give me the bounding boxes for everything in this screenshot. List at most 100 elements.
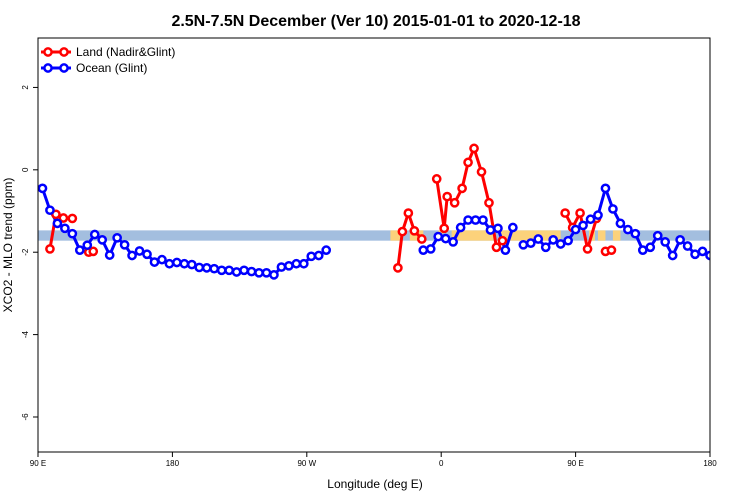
legend-marker bbox=[43, 63, 53, 73]
ocean-data-point bbox=[448, 237, 458, 247]
y-tick-label: -6 bbox=[21, 413, 30, 421]
ocean-data-point bbox=[660, 237, 671, 247]
land-data-point bbox=[476, 167, 487, 177]
ocean-data-point bbox=[201, 263, 212, 273]
ocean-data-point bbox=[38, 183, 48, 194]
ocean-data-point bbox=[298, 258, 309, 269]
ocean-data-point bbox=[60, 223, 70, 234]
ocean-data-point bbox=[74, 245, 85, 255]
ocean-data-point bbox=[433, 231, 444, 242]
ocean-data-point bbox=[112, 232, 122, 243]
ocean-data-point bbox=[306, 251, 317, 262]
ocean-data-point bbox=[142, 249, 152, 260]
ocean-data-point bbox=[623, 224, 633, 235]
ocean-data-point bbox=[675, 235, 685, 245]
ocean-data-point bbox=[418, 245, 429, 255]
x-tick-label: 90 W bbox=[297, 459, 316, 468]
y-tick-label: 2 bbox=[21, 85, 30, 90]
ocean-data-point bbox=[585, 214, 596, 225]
ocean-data-point bbox=[525, 238, 536, 248]
ocean-data-point bbox=[533, 234, 544, 244]
ocean-data-point bbox=[500, 245, 511, 255]
land_ref-band bbox=[612, 230, 621, 241]
plot-frame bbox=[37, 37, 711, 453]
land-data-point bbox=[463, 157, 473, 168]
ocean-data-point bbox=[705, 250, 710, 261]
ocean-data-point bbox=[630, 228, 641, 239]
land-data-point bbox=[497, 235, 508, 246]
land-data-point bbox=[409, 225, 420, 236]
land-data-point bbox=[403, 208, 414, 218]
ocean-data-point bbox=[45, 205, 55, 216]
legend-marker bbox=[59, 47, 69, 57]
ocean-data-point bbox=[645, 242, 656, 253]
chart-title: 2.5N-7.5N December (Ver 10) 2015-01-01 t… bbox=[171, 13, 580, 30]
ocean-data-point bbox=[563, 235, 573, 246]
land-data-point bbox=[575, 208, 585, 218]
land-data-point bbox=[88, 246, 99, 257]
ocean-data-point bbox=[637, 245, 648, 255]
land-data-point bbox=[393, 263, 403, 273]
land_ref-band bbox=[390, 230, 401, 241]
land-data-point bbox=[491, 242, 502, 253]
land_ref-band bbox=[500, 230, 561, 241]
x-tick-label: 180 bbox=[703, 459, 717, 468]
ocean-data-point bbox=[321, 245, 332, 255]
ocean-data-point bbox=[555, 239, 566, 249]
ocean-data-point bbox=[697, 246, 708, 257]
ocean-data-point bbox=[540, 242, 551, 253]
ocean-data-point bbox=[682, 241, 693, 251]
ocean-data-point bbox=[690, 249, 700, 260]
ocean-data-point bbox=[104, 250, 115, 260]
legend-label: Ocean (Glint) bbox=[76, 61, 147, 75]
land_ref-band bbox=[598, 230, 606, 241]
x-tick-label: 180 bbox=[166, 459, 180, 468]
land-data-point bbox=[457, 183, 467, 194]
ocean-data-point bbox=[231, 267, 242, 277]
ocean-data-point bbox=[157, 254, 167, 265]
land-data-point bbox=[416, 234, 427, 244]
land-data-point bbox=[469, 143, 479, 154]
ocean-data-point bbox=[478, 215, 488, 225]
land-data-point bbox=[449, 197, 460, 208]
ocean-data-point bbox=[425, 244, 436, 254]
y-axis-label: XCO2 - MLO trend (ppm) bbox=[1, 178, 15, 313]
land_ref-band bbox=[409, 230, 424, 241]
land_ref-band bbox=[451, 230, 494, 241]
x-axis-label: Longitude (deg E) bbox=[327, 477, 422, 491]
y-tick-label: 0 bbox=[21, 167, 30, 172]
ocean-data-point bbox=[518, 239, 529, 250]
reference-bands bbox=[38, 230, 710, 241]
ocean-data-point bbox=[172, 257, 182, 268]
ocean-data-point bbox=[470, 215, 481, 225]
ocean-data-point bbox=[67, 228, 78, 239]
ocean-data-point bbox=[714, 259, 721, 266]
ocean-data-point bbox=[485, 225, 496, 235]
ocean-data-point bbox=[578, 220, 588, 231]
ocean_ref-band bbox=[38, 230, 710, 241]
ocean-data-point bbox=[97, 235, 108, 245]
land-data-point bbox=[606, 245, 617, 255]
series-clip-group bbox=[38, 143, 721, 280]
ocean-data-point bbox=[164, 258, 175, 269]
ocean-data-point bbox=[269, 270, 279, 280]
ocean-data-point bbox=[291, 258, 302, 269]
ocean-data-point bbox=[593, 210, 603, 220]
ocean-data-point bbox=[149, 257, 160, 267]
ocean-data-point bbox=[493, 223, 503, 234]
ocean-data-point bbox=[127, 250, 137, 261]
ocean-data-point bbox=[508, 222, 518, 233]
y-axis: 2 0 -2 -4 -6 bbox=[21, 85, 38, 421]
ocean-data-point bbox=[463, 215, 473, 225]
ocean-data-point bbox=[455, 222, 466, 233]
ocean-data-point bbox=[119, 239, 130, 250]
land-data-point bbox=[442, 191, 453, 202]
x-tick-label: 90 E bbox=[567, 459, 583, 468]
legend: Land (Nadir&Glint) Ocean (Glint) bbox=[41, 45, 175, 75]
land-data-point bbox=[560, 208, 570, 218]
y-tick-label: -2 bbox=[21, 248, 30, 256]
ocean-data-point bbox=[194, 262, 205, 273]
series-group bbox=[38, 143, 721, 280]
ocean-data-point bbox=[52, 218, 63, 229]
